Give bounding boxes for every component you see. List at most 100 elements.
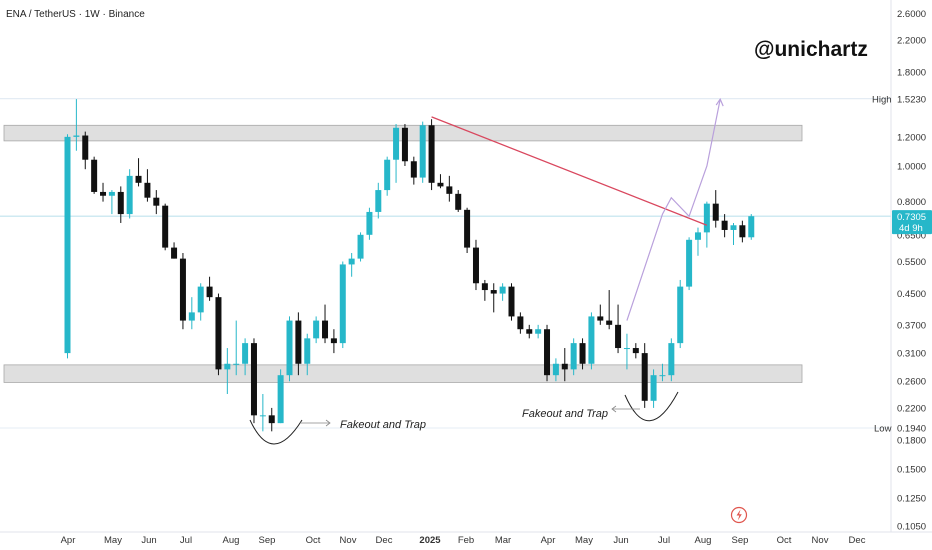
candle [632,343,639,359]
candle [73,99,80,151]
price-tick-label: 0.1800 [897,435,926,446]
candle-body [295,320,302,364]
candle [188,297,195,330]
candle [375,182,382,219]
price-tick-label: 0.1250 [897,494,926,505]
candle [242,338,249,376]
candle [641,343,648,408]
candle [197,283,204,321]
price-tick-label: 0.1500 [897,465,926,476]
candle-body [242,343,249,364]
candle-body [535,329,542,334]
candle-body [561,363,568,370]
candle-body [419,125,426,178]
candle [286,316,293,382]
candle-body [544,329,551,376]
price-tick-label: 0.1050 [897,522,926,533]
candle-body [188,312,195,321]
price-tick-label: 0.5500 [897,257,926,268]
candle-body [668,343,675,376]
candle [322,304,329,344]
candle [535,324,542,339]
candle [677,279,684,349]
candle [268,407,275,432]
price-tick-label: 1.2000 [897,132,926,143]
candle [748,214,755,240]
price-tick-label: 2.2000 [897,36,926,47]
candle-body [100,191,107,196]
price-tick-label: 0.3100 [897,349,926,360]
candle-body [446,186,453,194]
time-tick-label: Nov [340,535,357,546]
candle-body [171,247,178,259]
projection-path [626,98,721,321]
candle [117,186,124,223]
time-tick-label: Feb [458,535,474,546]
time-tick-label: Jun [141,535,156,546]
candle-body [91,159,98,192]
candle-body [322,320,329,339]
candle-body [606,320,613,325]
candle-body [472,247,479,284]
candle-body [197,286,204,313]
candle [144,169,151,202]
lightning-bolt-icon[interactable] [730,506,748,524]
price-tick-label: 0.2200 [897,403,926,414]
fakeout-curve [249,419,303,445]
candle-body [712,203,719,221]
candle-body [703,203,710,233]
candle [330,329,337,354]
candle [419,121,426,183]
candle-body [206,286,213,298]
candle [472,239,479,291]
candle [171,242,178,259]
candle [579,338,586,370]
candle-body [268,415,275,424]
candle [339,261,346,349]
time-tick-label: Aug [695,535,712,546]
fakeout-arrowhead [325,419,331,427]
time-tick-label: Dec [376,535,393,546]
time-axis[interactable]: Apr May Jun Jul Aug Sep Oct Nov Dec 2025 Feb Mar Apr… [61,535,866,546]
candle [668,338,675,382]
candle [224,348,231,395]
candle-body [286,320,293,376]
last-price-box [892,210,932,235]
candle-body [313,320,320,339]
candle [410,156,417,185]
candle-body [499,286,506,294]
candle [384,156,391,196]
candle [597,304,604,325]
candle [526,324,533,339]
projection-arrowhead [715,97,724,107]
candle-body [277,375,284,424]
candle-body [250,343,257,416]
candle [82,131,89,170]
candle [100,182,107,202]
candle [517,312,524,334]
candle-body [366,211,373,235]
candle [481,279,488,301]
time-tick-label: Jul [658,535,670,546]
candle [570,338,577,376]
candle-body [597,316,604,321]
countdown-label: 4d 9h [899,223,923,234]
candle-body [677,286,684,344]
candle [499,283,506,301]
candle-body [215,297,222,370]
candle-body [393,127,400,160]
price-axis[interactable]: 3.20002.60002.20001.80001.20001.00000.80… [872,0,932,533]
candle-body [375,190,382,212]
candle [588,312,595,370]
candle-body [632,348,639,354]
candle [739,220,746,243]
candle [91,156,98,194]
time-tick-label: Jul [180,535,192,546]
candle-body [428,125,435,183]
candle [446,175,453,202]
chart-title: ENA / TetherUS · 1W · Binance [6,9,145,20]
candle [544,324,551,382]
candle-body [304,338,311,364]
candle [393,124,400,183]
